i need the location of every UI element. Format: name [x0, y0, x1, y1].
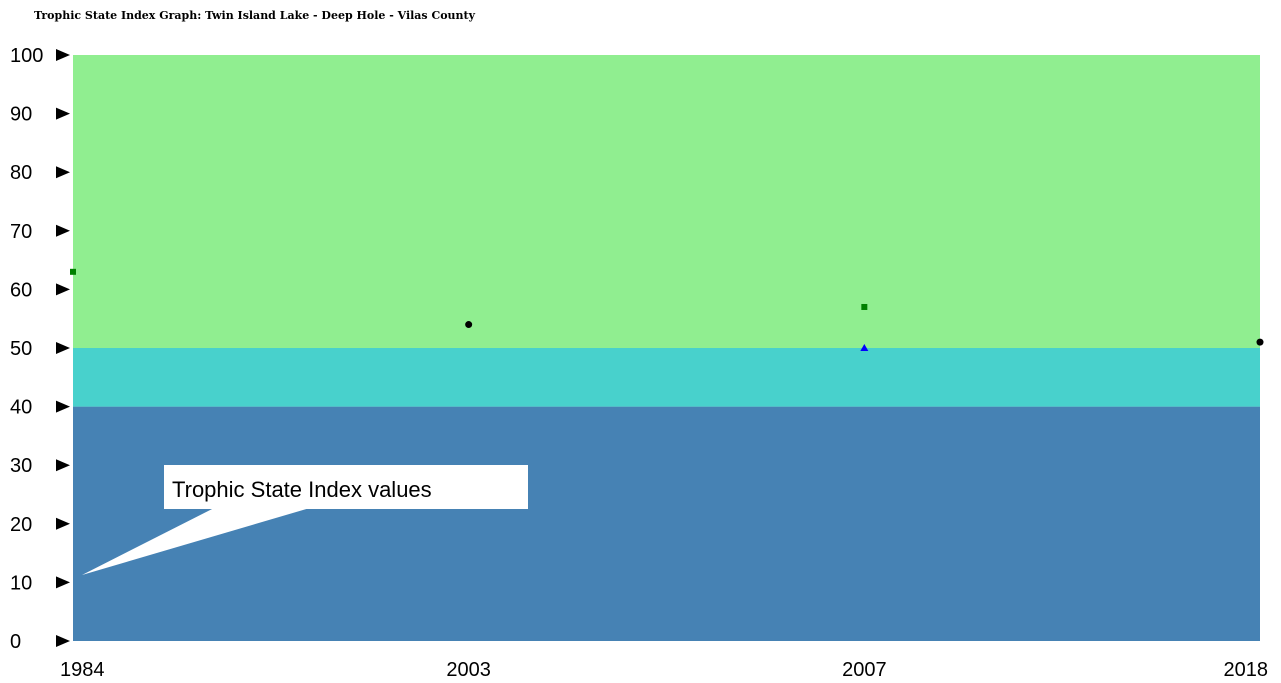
- y-tick-arrow: [56, 283, 70, 296]
- y-axis: 0 10 20 30 40 50 60 70 80 90 100: [10, 45, 70, 653]
- data-points: [70, 268, 1264, 351]
- data-point-triangle: [860, 344, 869, 351]
- y-tick-label: 10: [10, 572, 32, 594]
- y-tick-arrow: [56, 459, 70, 472]
- y-tick-label: 80: [10, 162, 32, 184]
- y-tick-label: 90: [10, 104, 32, 126]
- y-tick-arrow: [56, 166, 70, 179]
- y-tick-label: 40: [10, 397, 32, 419]
- background-bands: [73, 55, 1260, 641]
- x-axis: 1984 2003 2007 2018: [60, 659, 1268, 681]
- y-tick-label: 70: [10, 221, 32, 243]
- y-tick-label: 100: [10, 45, 43, 67]
- annotation-callout: Trophic State Index values: [82, 465, 528, 575]
- x-tick-label: 2018: [1224, 659, 1269, 681]
- callout-pointer: [82, 505, 320, 575]
- y-tick-arrow: [56, 517, 70, 530]
- x-tick-label: 1984: [60, 659, 105, 681]
- y-tick-arrow: [56, 400, 70, 413]
- trophic-band-0: [73, 406, 1260, 641]
- y-tick-arrow: [56, 49, 70, 61]
- y-tick-arrow: [56, 635, 70, 647]
- data-point-square: [861, 303, 868, 310]
- x-tick-label: 2003: [446, 659, 491, 681]
- data-point-circle: [1256, 338, 1264, 346]
- trophic-band-1: [73, 348, 1260, 407]
- y-tick-label: 30: [10, 455, 32, 477]
- y-tick-arrow: [56, 576, 70, 589]
- y-tick-arrow: [56, 224, 70, 237]
- y-tick-label: 20: [10, 514, 32, 536]
- y-tick-label: 60: [10, 279, 32, 301]
- trophic-band-2: [73, 55, 1260, 348]
- callout-label: Trophic State Index values: [172, 477, 432, 502]
- y-tick-arrow: [56, 107, 70, 120]
- y-tick-arrow: [56, 342, 70, 354]
- data-point-circle: [465, 321, 473, 329]
- y-tick-label: 0: [10, 631, 21, 653]
- callout-box: [164, 465, 528, 509]
- x-tick-label: 2007: [842, 659, 887, 681]
- data-point-square: [70, 268, 76, 275]
- y-tick-label: 50: [10, 338, 32, 360]
- chart-title: Trophic State Index Graph: Twin Island L…: [34, 9, 476, 22]
